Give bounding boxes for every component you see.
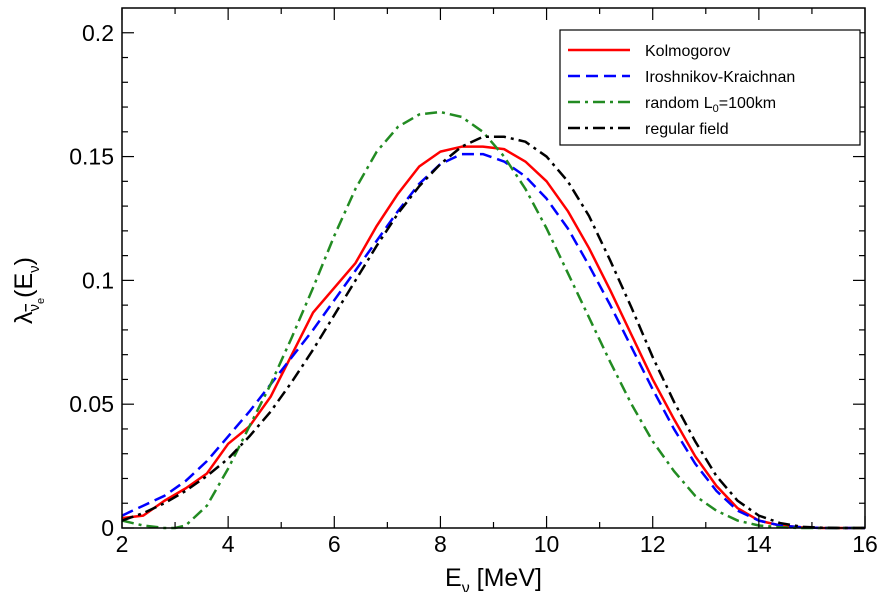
x-tick-label: 12 (640, 531, 666, 557)
y-axis-title-sub-nu2: ν (26, 265, 43, 273)
plot-frame (121, 7, 866, 529)
y-axis-title-sub-e: e (35, 298, 47, 304)
y-tick-label: 0.15 (69, 144, 114, 170)
x-tick-label: 6 (328, 531, 341, 557)
x-axis-title: Eν [MeV] (445, 564, 542, 592)
x-tick-label: 10 (534, 531, 560, 557)
y-axis-title: λνe(Eν) (10, 257, 47, 324)
curves (121, 110, 865, 530)
y-axis-title-open: (E (10, 273, 38, 298)
y-axis-title-lambda: λ (10, 311, 38, 324)
legend-label-regular-field: regular field (645, 121, 729, 138)
series-line-3 (121, 135, 865, 530)
series-line-1 (121, 152, 865, 530)
x-axis-title-base: E (445, 564, 462, 592)
legend-label-iroshnikov-kraichnan: Iroshnikov-Kraichnan (645, 69, 795, 86)
x-tick-label: 2 (116, 531, 129, 557)
y-tick-label: 0.1 (82, 267, 114, 293)
axes: 2 4 6 8 10 12 14 16 0 0.05 0.1 0.15 0.2 (69, 8, 878, 557)
y-tick-label: 0 (101, 515, 114, 541)
y-tick-label: 0.2 (82, 20, 114, 46)
x-axis-title-suffix: [MeV] (470, 564, 542, 592)
legend-label-kolmogorov: Kolmogorov (645, 43, 730, 60)
legend-label-random-suffix: =100km (719, 95, 776, 112)
svg-text:λνe(Eν): λνe(Eν) (10, 257, 47, 324)
x-tick-label: 8 (434, 531, 447, 557)
legend-label-random-sub: 0 (713, 103, 719, 115)
x-tick-label: 14 (746, 531, 772, 557)
x-tick-label: 16 (852, 531, 878, 557)
y-axis-title-sub-nu: ν (26, 304, 43, 312)
legend-label-random-base: random L (645, 95, 713, 112)
y-axis-title-close: ) (10, 257, 38, 265)
legend: Kolmogorov Iroshnikov-Kraichnan random L… (559, 29, 861, 146)
y-tick-label: 0.05 (69, 391, 114, 417)
series-line-0 (121, 145, 865, 530)
legend-label-random: random L0=100km (645, 95, 776, 115)
x-tick-label: 4 (222, 531, 235, 557)
x-axis-title-sub: ν (462, 580, 470, 592)
series-line-2 (121, 110, 865, 530)
